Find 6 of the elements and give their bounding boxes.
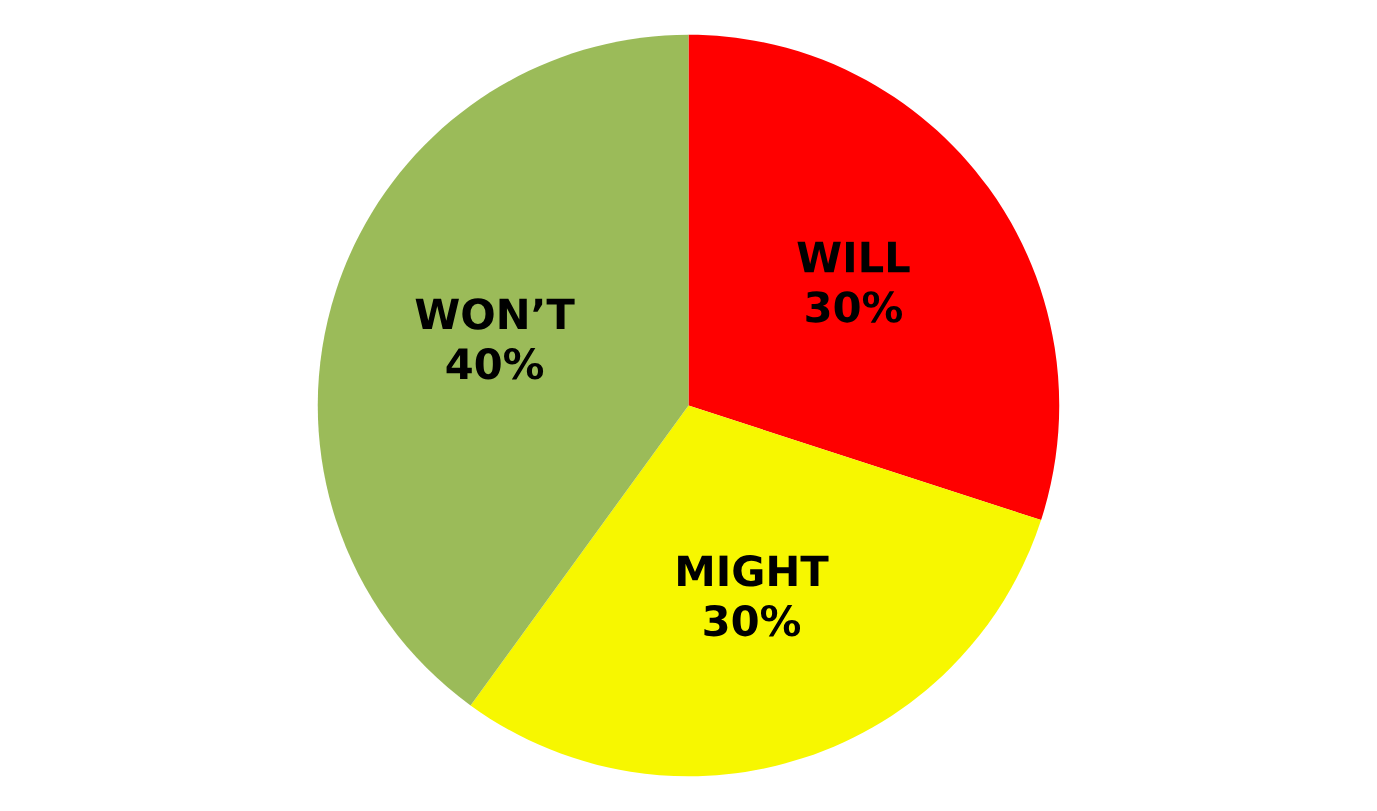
- slice-label: WILL: [797, 241, 910, 273]
- slice-label: MIGHT: [678, 555, 829, 587]
- slice-label: WON’T: [415, 298, 575, 330]
- data-label: 40%: [446, 347, 544, 380]
- data-label: 30%: [704, 604, 801, 637]
- data-label: 30%: [806, 291, 903, 323]
